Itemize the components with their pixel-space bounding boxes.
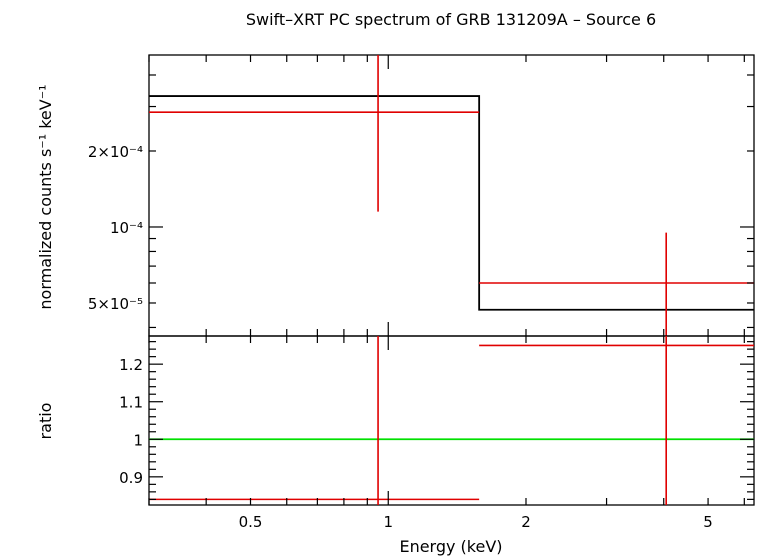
chart-title: Swift–XRT PC spectrum of GRB 131209A – S… xyxy=(246,10,656,29)
spectrum-y-axis-label: normalized counts s⁻¹ keV⁻¹ xyxy=(36,84,55,309)
y-tick-label: 1.1 xyxy=(119,394,143,412)
x-tick-label: 5 xyxy=(703,513,713,531)
ratio-y-axis-label: ratio xyxy=(36,403,55,440)
spectrum-panel-frame xyxy=(148,54,755,337)
y-tick-label: 1 xyxy=(133,431,143,449)
model-step-line xyxy=(149,95,754,311)
y-tick-label: 10⁻⁴ xyxy=(110,219,143,237)
chart-marks: 5×10⁻⁵ 10⁻⁴ 2×10⁻⁴ 0.9 1 1.1 1.2 0.5 1 2 5 xyxy=(88,54,755,531)
y-tick-label: 5×10⁻⁵ xyxy=(88,295,143,313)
x-axis-label: Energy (keV) xyxy=(399,537,502,556)
y-tick-label: 0.9 xyxy=(119,469,143,487)
x-tick-label: 2 xyxy=(521,513,531,531)
y-tick-label: 1.2 xyxy=(119,356,143,374)
x-tick-label: 1 xyxy=(383,513,393,531)
ratio-panel-frame xyxy=(148,335,755,506)
y-tick-label: 2×10⁻⁴ xyxy=(88,143,143,161)
x-tick-label: 0.5 xyxy=(239,513,263,531)
